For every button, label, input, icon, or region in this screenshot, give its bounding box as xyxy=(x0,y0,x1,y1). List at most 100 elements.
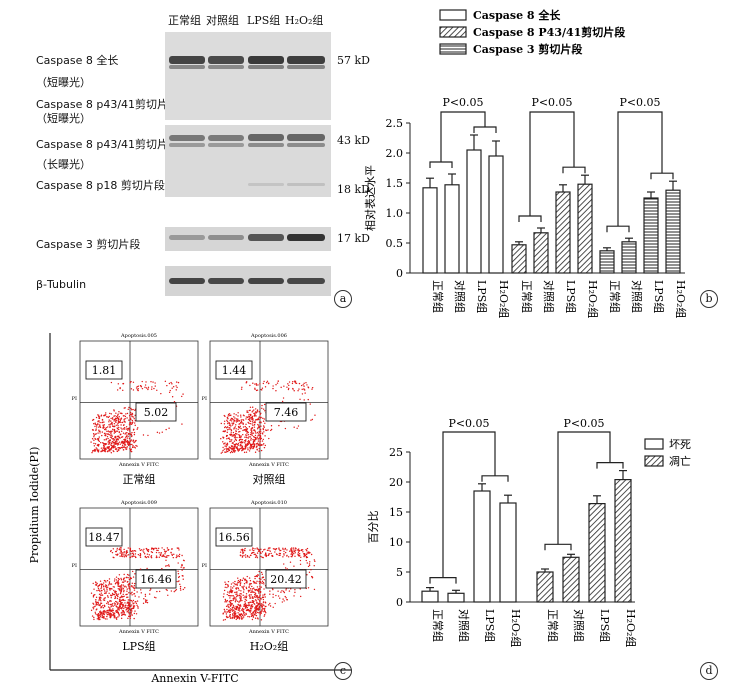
data-point xyxy=(95,603,97,605)
data-point xyxy=(264,444,267,447)
data-point xyxy=(165,556,168,558)
data-point xyxy=(278,547,280,549)
data-point xyxy=(113,589,115,592)
data-point xyxy=(118,416,120,418)
data-point xyxy=(120,607,123,609)
data-point xyxy=(231,418,234,420)
data-point xyxy=(97,423,99,425)
data-point xyxy=(238,434,241,437)
data-point xyxy=(231,591,233,594)
x-tick-label: H₂O₂组 xyxy=(674,280,688,318)
data-point xyxy=(135,602,138,605)
data-point xyxy=(239,604,242,606)
data-point xyxy=(125,438,127,440)
data-point xyxy=(305,548,307,551)
data-point xyxy=(251,591,253,593)
data-point xyxy=(119,602,121,605)
data-point xyxy=(230,586,232,588)
data-point xyxy=(283,550,285,552)
data-point xyxy=(258,570,260,573)
data-point xyxy=(125,432,127,434)
data-point xyxy=(262,425,265,427)
data-point xyxy=(227,448,229,451)
data-point xyxy=(241,614,244,617)
plot-title: Apoptosis.006 xyxy=(250,333,287,339)
data-point xyxy=(243,589,245,591)
value-box xyxy=(85,360,123,380)
data-point xyxy=(246,416,249,418)
data-point xyxy=(283,591,286,594)
data-point xyxy=(230,588,232,590)
data-point xyxy=(126,576,128,578)
data-point xyxy=(304,554,307,557)
data-point xyxy=(252,600,254,602)
data-point xyxy=(117,582,120,584)
data-point xyxy=(229,424,231,426)
y-tick-label: 0 xyxy=(396,596,403,609)
sig-bracket xyxy=(473,126,497,133)
data-point xyxy=(256,601,258,603)
data-point xyxy=(177,580,179,583)
data-point xyxy=(235,424,237,426)
data-point xyxy=(133,422,136,424)
data-point xyxy=(270,425,273,427)
data-point xyxy=(130,577,133,580)
data-point xyxy=(106,579,109,582)
col-header: H₂O₂组 xyxy=(285,14,324,27)
data-point xyxy=(123,418,125,421)
sig-bracket xyxy=(557,431,611,545)
data-point xyxy=(247,608,250,611)
data-point xyxy=(253,553,255,556)
data-point xyxy=(126,593,128,595)
data-point xyxy=(234,616,236,619)
data-point xyxy=(168,554,170,557)
data-point xyxy=(93,445,96,447)
data-point xyxy=(232,431,235,434)
data-point xyxy=(110,452,112,454)
data-point xyxy=(234,591,236,594)
data-point xyxy=(260,388,262,391)
bar xyxy=(511,244,527,274)
data-point xyxy=(96,589,98,592)
data-point xyxy=(111,551,114,554)
data-point xyxy=(129,411,132,414)
data-point xyxy=(223,448,225,450)
data-point xyxy=(245,595,248,597)
plot-caption: H₂O₂组 xyxy=(250,639,288,653)
data-point xyxy=(101,583,104,586)
data-point xyxy=(279,597,281,599)
y-axis-label: 百分比 xyxy=(367,511,380,544)
data-point xyxy=(118,449,120,452)
data-point xyxy=(262,603,264,605)
data-point xyxy=(280,386,282,389)
data-point xyxy=(258,590,260,592)
data-point xyxy=(114,583,117,585)
y-tick-label: 1.5 xyxy=(386,177,404,190)
data-point xyxy=(234,417,236,419)
data-point xyxy=(247,431,249,434)
data-point xyxy=(268,549,270,551)
data-point xyxy=(251,444,253,446)
data-point xyxy=(114,415,116,417)
data-point xyxy=(234,607,236,610)
data-point xyxy=(181,423,183,425)
data-point xyxy=(129,589,131,591)
data-point xyxy=(132,607,135,610)
data-point xyxy=(228,421,230,424)
data-point xyxy=(305,559,307,562)
data-point xyxy=(257,417,259,420)
data-point xyxy=(245,451,248,453)
data-point xyxy=(98,604,100,606)
data-point xyxy=(128,443,131,445)
data-point xyxy=(244,598,247,601)
data-point xyxy=(120,436,123,438)
data-point xyxy=(102,425,105,427)
data-point xyxy=(106,613,108,616)
data-point xyxy=(254,431,257,433)
data-point xyxy=(229,438,231,441)
data-point xyxy=(258,596,261,598)
data-point xyxy=(241,556,244,558)
data-point xyxy=(112,608,114,610)
data-point xyxy=(294,547,297,549)
data-point xyxy=(224,581,226,583)
